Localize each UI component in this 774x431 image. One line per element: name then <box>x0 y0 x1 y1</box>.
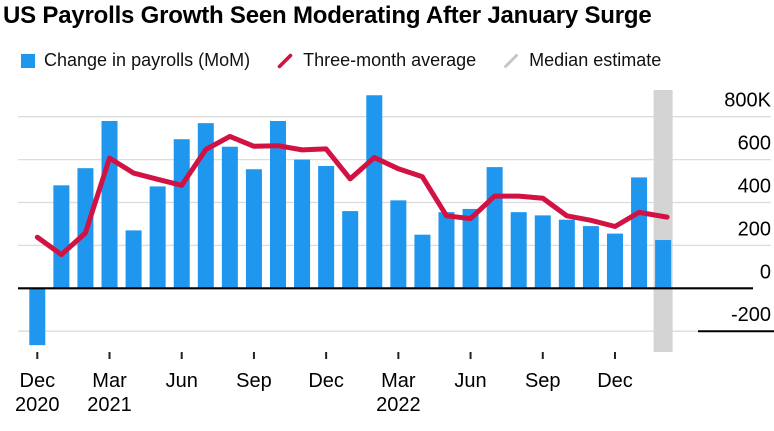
payrolls-bar <box>221 146 238 289</box>
legend-item-payrolls: Change in payrolls (MoM) <box>21 50 250 71</box>
legend-item-median-estimate: Median estimate <box>502 50 661 71</box>
y-axis-label: 400 <box>738 176 771 198</box>
three-month-average-line <box>34 133 670 258</box>
x-axis-label: Dec <box>597 370 633 392</box>
payrolls-bar <box>101 120 118 289</box>
payrolls-swatch-icon <box>21 53 35 68</box>
y-axis-label: 200 <box>738 218 771 240</box>
x-axis-label: Jun <box>454 370 486 392</box>
payrolls-bar <box>318 166 335 289</box>
payrolls-bar <box>29 288 46 346</box>
payrolls-bar <box>125 230 142 289</box>
three-month-average-slash-icon <box>277 53 293 68</box>
payrolls-bar <box>53 185 70 289</box>
payrolls-bar <box>414 234 431 289</box>
y-axis-label: 600 <box>738 133 771 155</box>
payrolls-bar <box>510 212 527 289</box>
legend-item-three-month-average: Three-month average <box>276 50 476 71</box>
legend-label-median-estimate: Median estimate <box>529 50 662 70</box>
payrolls-bar <box>342 211 359 289</box>
legend: Change in payrolls (MoM) Three-month ave… <box>21 50 661 71</box>
median-estimate-band <box>653 90 673 352</box>
chart-title: US Payrolls Growth Seen Moderating After… <box>3 2 652 29</box>
x-axis-label: Sep <box>236 370 272 392</box>
y-axis-label: -200 <box>731 304 771 326</box>
payrolls-bar <box>366 95 383 289</box>
legend-label-three-month-average: Three-month average <box>303 50 477 70</box>
x-axis-year-label: 2022 <box>376 394 421 416</box>
y-axis-label: 800K <box>724 90 771 112</box>
payrolls-bar <box>245 169 262 289</box>
x-axis-label: Dec <box>20 370 56 392</box>
payrolls-bar <box>149 186 166 289</box>
payrolls-bar <box>462 208 479 289</box>
x-axis-year-label: 2021 <box>87 394 132 416</box>
payrolls-bar <box>270 120 286 289</box>
payrolls-bar <box>606 233 623 289</box>
payrolls-bar <box>558 219 575 289</box>
payrolls-bar <box>390 200 407 289</box>
payrolls-bar <box>631 177 648 289</box>
median-estimate-bar <box>655 240 672 289</box>
payrolls-bar <box>197 123 214 289</box>
payrolls-bar <box>173 139 190 289</box>
payrolls-bar <box>534 215 551 289</box>
x-axis-year-label: 2020 <box>15 394 60 416</box>
x-axis-label: Sep <box>525 370 561 392</box>
x-axis-label: Mar <box>381 370 416 392</box>
median-estimate-slash-icon <box>504 53 519 68</box>
legend-label-payrolls: Change in payrolls (MoM) <box>44 50 251 70</box>
x-axis-label: Dec <box>308 370 344 392</box>
payrolls-bar <box>438 212 455 289</box>
payrolls-bar <box>294 159 311 289</box>
x-axis-label: Mar <box>92 370 127 392</box>
payrolls-bar <box>582 226 599 289</box>
y-axis-label: 0 <box>760 261 771 283</box>
payrolls-bar <box>486 167 503 289</box>
x-axis-label: Jun <box>166 370 198 392</box>
